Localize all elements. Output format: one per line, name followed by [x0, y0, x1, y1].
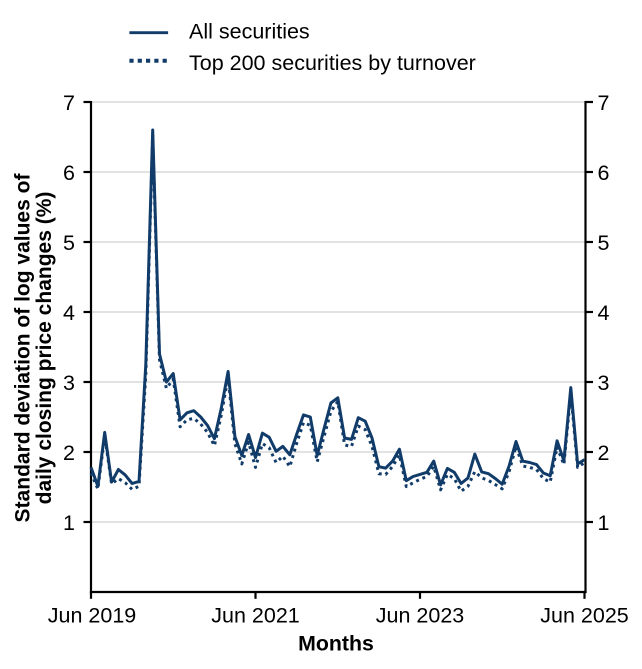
- svg-text:6: 6: [63, 161, 75, 185]
- svg-text:4: 4: [63, 301, 75, 325]
- svg-text:Jun 2019: Jun 2019: [48, 603, 136, 627]
- svg-text:All securities: All securities: [189, 20, 310, 44]
- svg-text:7: 7: [63, 91, 75, 115]
- svg-text:2: 2: [598, 441, 610, 465]
- svg-text:5: 5: [598, 231, 610, 255]
- svg-text:1: 1: [63, 511, 75, 535]
- svg-text:daily closing price changes (%: daily closing price changes (%): [33, 192, 56, 505]
- svg-text:Months: Months: [298, 632, 374, 656]
- svg-text:Standard deviation of log valu: Standard deviation of log values of: [12, 173, 35, 523]
- svg-text:Jun 2023: Jun 2023: [376, 603, 465, 627]
- svg-text:4: 4: [598, 301, 610, 325]
- svg-text:3: 3: [598, 371, 610, 395]
- svg-text:7: 7: [598, 91, 610, 115]
- svg-text:Top 200 securities by turnover: Top 200 securities by turnover: [189, 51, 476, 75]
- svg-text:6: 6: [598, 161, 610, 185]
- svg-text:Jun 2021: Jun 2021: [211, 603, 299, 627]
- svg-text:5: 5: [63, 231, 75, 255]
- svg-text:1: 1: [598, 511, 610, 535]
- svg-text:3: 3: [63, 371, 75, 395]
- svg-text:2: 2: [63, 441, 75, 465]
- svg-text:Jun 2025: Jun 2025: [540, 603, 629, 627]
